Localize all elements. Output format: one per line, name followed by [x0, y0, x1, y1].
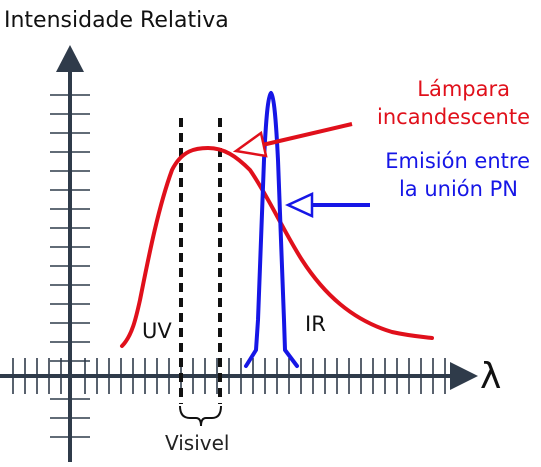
lamp-annotation-arrow-line [257, 122, 353, 148]
uv-label: UV [142, 319, 172, 343]
led-label-line1: Emisión entre [385, 149, 530, 173]
x-axis-ticks [12, 358, 446, 394]
y-axis-ticks [50, 94, 90, 438]
lamp-label-line2: incandescente [377, 105, 530, 129]
visible-label: Visivel [165, 431, 229, 455]
led-spectrum-curve [244, 91, 299, 368]
lamp-annotation-arrowhead [232, 130, 268, 158]
led-label-line2: la unión PN [399, 177, 518, 201]
lamp-label-line1: Lámpara [417, 77, 510, 101]
lamp-spectrum-curve [120, 145, 434, 348]
y-axis-arrow [56, 45, 84, 72]
x-axis [0, 358, 478, 394]
led-annotation-arrowhead [284, 192, 314, 218]
x-axis-arrow [450, 362, 478, 390]
visible-brace [179, 405, 222, 427]
y-axis-label: Intensidade Relativa [4, 8, 229, 33]
y-axis [50, 45, 90, 462]
x-axis-label: λ [480, 356, 501, 397]
ir-label: IR [305, 312, 326, 336]
